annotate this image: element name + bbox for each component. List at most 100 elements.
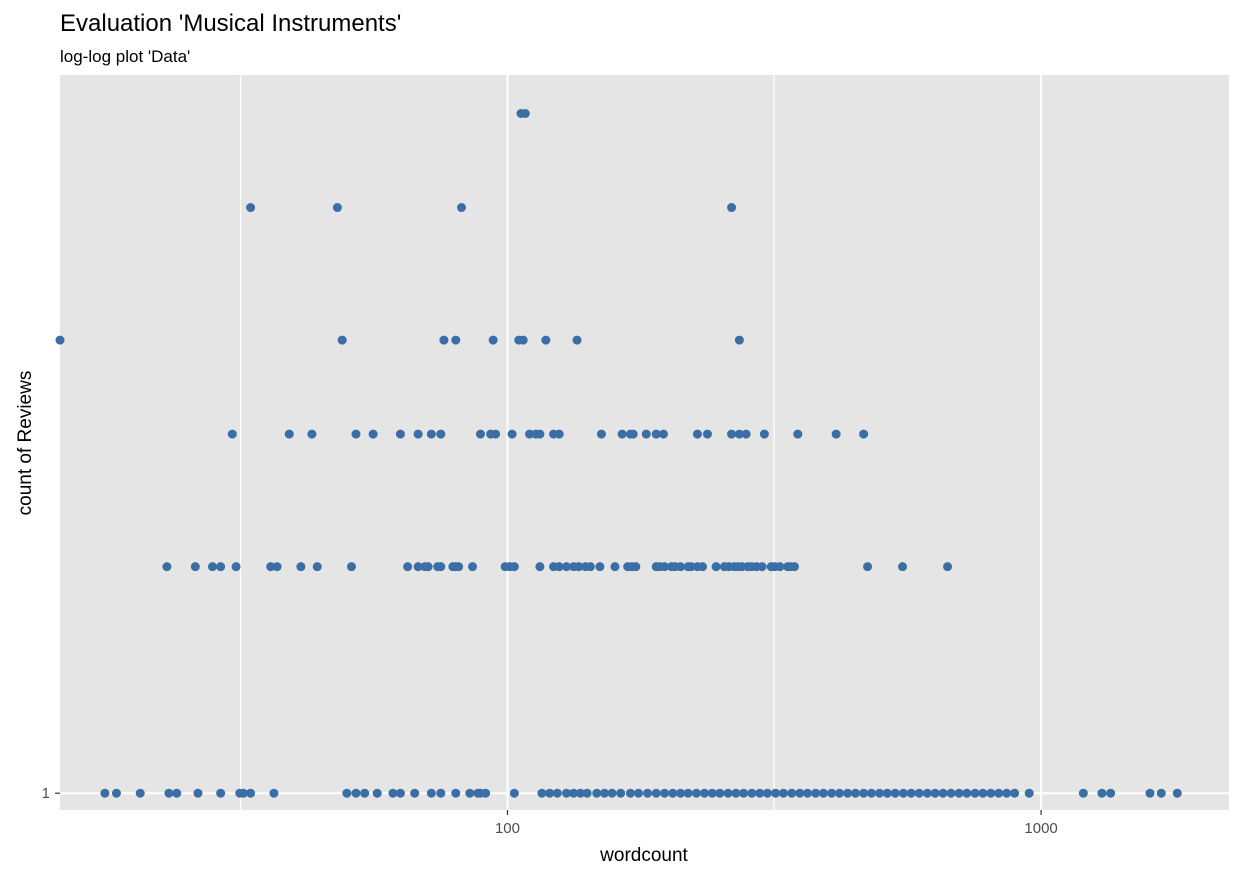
data-point [723, 788, 733, 798]
data-point [898, 788, 908, 798]
data-point [491, 429, 501, 439]
data-point [520, 109, 530, 119]
data-point [509, 788, 519, 798]
data-point [1097, 788, 1107, 798]
data-point [426, 429, 436, 439]
data-point [994, 788, 1004, 798]
data-point [554, 429, 564, 439]
data-point [943, 562, 953, 572]
data-point [272, 562, 282, 572]
data-point [403, 562, 413, 572]
data-point [762, 788, 772, 798]
data-point [747, 788, 757, 798]
data-point [651, 788, 661, 798]
data-point [552, 788, 562, 798]
data-point [827, 788, 837, 798]
data-point [970, 788, 980, 798]
data-point [818, 788, 828, 798]
data-point [436, 562, 446, 572]
data-point [535, 429, 545, 439]
data-point [413, 429, 423, 439]
x-tick-label: 100 [495, 820, 520, 837]
data-point [775, 562, 785, 572]
data-point [537, 788, 547, 798]
data-point [882, 788, 892, 798]
data-point [692, 429, 702, 439]
data-point [930, 788, 940, 798]
data-point [596, 429, 606, 439]
data-point [727, 429, 737, 439]
data-point [906, 788, 916, 798]
data-point [509, 562, 519, 572]
data-point [734, 429, 744, 439]
data-point [986, 788, 996, 798]
data-point [938, 788, 948, 798]
data-point [456, 203, 466, 213]
data-point [641, 429, 651, 439]
data-point [388, 788, 398, 798]
data-point [246, 788, 256, 798]
data-point [337, 335, 347, 345]
data-point [843, 788, 853, 798]
data-point [610, 562, 620, 572]
data-point [616, 788, 626, 798]
data-point [702, 429, 712, 439]
data-point [164, 788, 174, 798]
data-point [395, 788, 405, 798]
data-point [803, 788, 813, 798]
data-point [1145, 788, 1155, 798]
data-point [863, 562, 873, 572]
data-point [595, 562, 605, 572]
data-point [266, 562, 276, 572]
data-point [668, 788, 678, 798]
data-point [831, 429, 841, 439]
data-point [859, 788, 869, 798]
data-point [426, 788, 436, 798]
data-point [755, 788, 765, 798]
data-point [574, 562, 584, 572]
data-point [1010, 788, 1020, 798]
data-point [423, 562, 433, 572]
data-point [914, 788, 924, 798]
data-point [231, 562, 241, 572]
data-point [734, 335, 744, 345]
data-point [741, 429, 751, 439]
data-point [789, 562, 799, 572]
data-point [488, 335, 498, 345]
data-point [436, 429, 446, 439]
x-axis-title: wordcount [599, 845, 688, 866]
data-point [162, 562, 172, 572]
data-point [395, 429, 405, 439]
data-point [269, 788, 279, 798]
data-point [898, 562, 908, 572]
data-point [643, 788, 653, 798]
data-point [413, 562, 423, 572]
data-point [607, 788, 617, 798]
data-point [875, 788, 885, 798]
data-point [439, 335, 449, 345]
axes: 100 1000 1 [42, 785, 1058, 837]
data-point [771, 788, 781, 798]
data-point [561, 788, 571, 798]
data-point [111, 788, 121, 798]
data-point [569, 788, 579, 798]
data-point [660, 788, 670, 798]
data-point [207, 562, 217, 572]
y-axis-title: count of Reviews [15, 371, 36, 516]
data-point [454, 562, 464, 572]
chart-subtitle: log-log plot 'Data' [60, 47, 190, 66]
data-points [55, 109, 1182, 798]
data-point [660, 562, 670, 572]
data-point [372, 788, 382, 798]
data-point [699, 788, 709, 798]
data-point [954, 788, 964, 798]
plot-panel [60, 75, 1229, 810]
data-point [227, 429, 237, 439]
data-point [676, 788, 686, 798]
data-point [525, 429, 535, 439]
data-point [238, 788, 248, 798]
data-point [890, 788, 900, 798]
data-point [582, 788, 592, 798]
data-point [625, 788, 635, 798]
data-point [707, 788, 717, 798]
